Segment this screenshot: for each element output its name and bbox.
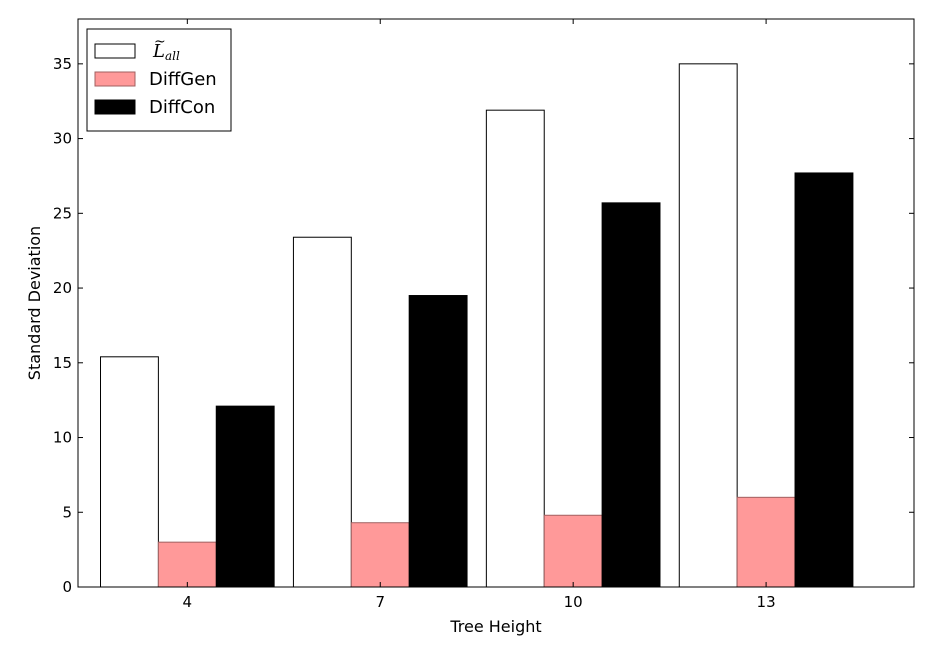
y-axis-label: Standard Deviation [25, 226, 44, 380]
bar-l-all-7 [292, 236, 352, 588]
bars-group [100, 63, 854, 588]
y-tick-label: 20 [53, 279, 72, 297]
y-tick-label: 30 [53, 130, 72, 148]
legend-label-l-all: Lall [152, 41, 180, 63]
legend-tilde-accent: ~ [154, 34, 166, 50]
y-tick-label: 15 [53, 354, 72, 372]
x-axis-ticks: 4 7 10 13 [183, 19, 776, 611]
bar-diffgen-10 [543, 514, 603, 588]
bar-l-all-4 [100, 356, 159, 588]
bar-diffgen-7 [350, 522, 410, 588]
bar-diffcon-4 [215, 405, 275, 588]
y-tick-label: 5 [62, 503, 72, 521]
bar-diffcon-10 [601, 202, 661, 588]
y-tick-label: 35 [53, 55, 72, 73]
bar-diffcon-13 [794, 172, 854, 588]
legend: Lall~ DiffGen DiffCon [86, 28, 232, 132]
y-tick-label: 0 [62, 578, 72, 596]
bar-diffgen-4 [157, 541, 217, 588]
legend-swatch-diffgen [94, 71, 136, 87]
x-tick-label: 4 [183, 593, 193, 611]
y-axis-ticks: 0 5 10 15 20 25 30 35 [53, 55, 914, 596]
x-tick-label: 13 [757, 593, 776, 611]
y-tick-label: 25 [53, 204, 72, 222]
legend-label-diffcon: DiffCon [149, 97, 215, 118]
legend-swatch-l-all [94, 43, 136, 59]
x-tick-label: 10 [564, 593, 583, 611]
bar-l-all-13 [678, 63, 738, 588]
x-tick-label: 7 [375, 593, 385, 611]
legend-swatch-diffcon [94, 99, 136, 115]
bar-diffgen-13 [736, 496, 796, 588]
legend-label-diffgen: DiffGen [149, 69, 217, 90]
x-axis-label: Tree Height [449, 617, 541, 636]
plot-area-frame [77, 18, 915, 588]
y-tick-label: 10 [53, 429, 72, 447]
bar-diffcon-7 [408, 295, 468, 588]
bar-l-all-10 [485, 109, 545, 588]
